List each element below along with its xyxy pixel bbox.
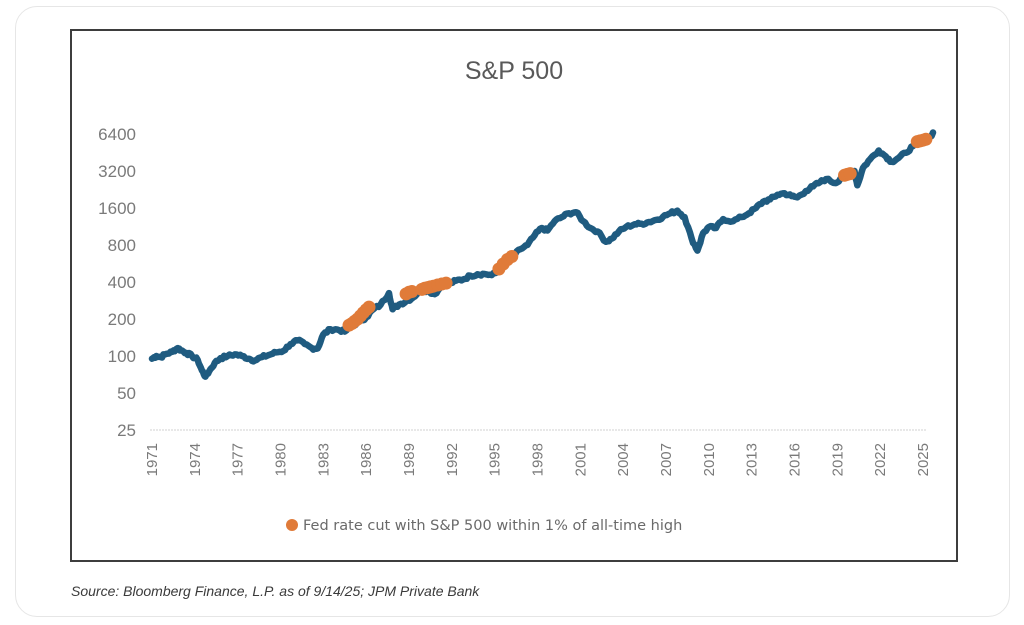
x-tick-label: 2016 [787,443,804,476]
legend-label: Fed rate cut with S&P 500 within 1% of a… [303,518,682,534]
y-tick-label: 50 [117,384,136,403]
x-tick-label: 1980 [273,443,290,476]
x-tick-label: 1971 [144,443,161,476]
chart-frame [70,29,958,562]
x-tick-label: 2013 [744,443,761,476]
x-axis-ticks: 1971 1974 1977 1980 1983 1986 1989 1992 1995 1998… [144,443,932,476]
x-tick-label: 1974 [187,443,204,476]
x-tick-label: 2019 [829,443,846,476]
legend-marker-icon [286,519,298,531]
x-tick-label: 2007 [658,443,675,476]
rate-cut-point [362,300,376,314]
x-tick-label: 1998 [530,443,547,476]
x-tick-label: 2001 [572,443,589,476]
x-tick-label: 2022 [872,443,889,476]
sp500-series-line [148,129,937,380]
x-tick-label: 2025 [915,443,932,476]
y-tick-label: 1600 [98,199,136,218]
source-note: Source: Bloomberg Finance, L.P. as of 9/… [71,583,480,599]
chart-title: S&P 500 [465,57,563,85]
rate-cut-point [405,285,419,298]
x-tick-label: 1995 [487,443,504,476]
rate-cut-point [505,250,519,263]
highlight-points [342,132,933,332]
y-axis-ticks: 6400 3200 1600 800 400 200 100 50 25 [98,125,136,440]
y-tick-label: 3200 [98,162,136,181]
x-tick-label: 2004 [615,443,632,476]
y-tick-label: 25 [117,421,136,440]
x-tick-label: 1992 [444,443,461,476]
y-tick-label: 100 [108,347,136,366]
x-tick-label: 1989 [401,443,418,476]
x-tick-label: 2010 [701,443,718,476]
rate-cut-point [439,276,453,290]
y-tick-label: 6400 [98,125,136,144]
rate-cut-point [919,132,933,146]
x-tick-label: 1986 [358,443,375,476]
rate-cut-point [843,167,857,181]
y-tick-label: 800 [108,236,136,255]
y-tick-label: 400 [108,273,136,292]
y-tick-label: 200 [108,310,136,329]
x-tick-label: 1983 [315,443,332,476]
legend: Fed rate cut with S&P 500 within 1% of a… [286,518,682,534]
x-tick-label: 1977 [230,443,247,476]
